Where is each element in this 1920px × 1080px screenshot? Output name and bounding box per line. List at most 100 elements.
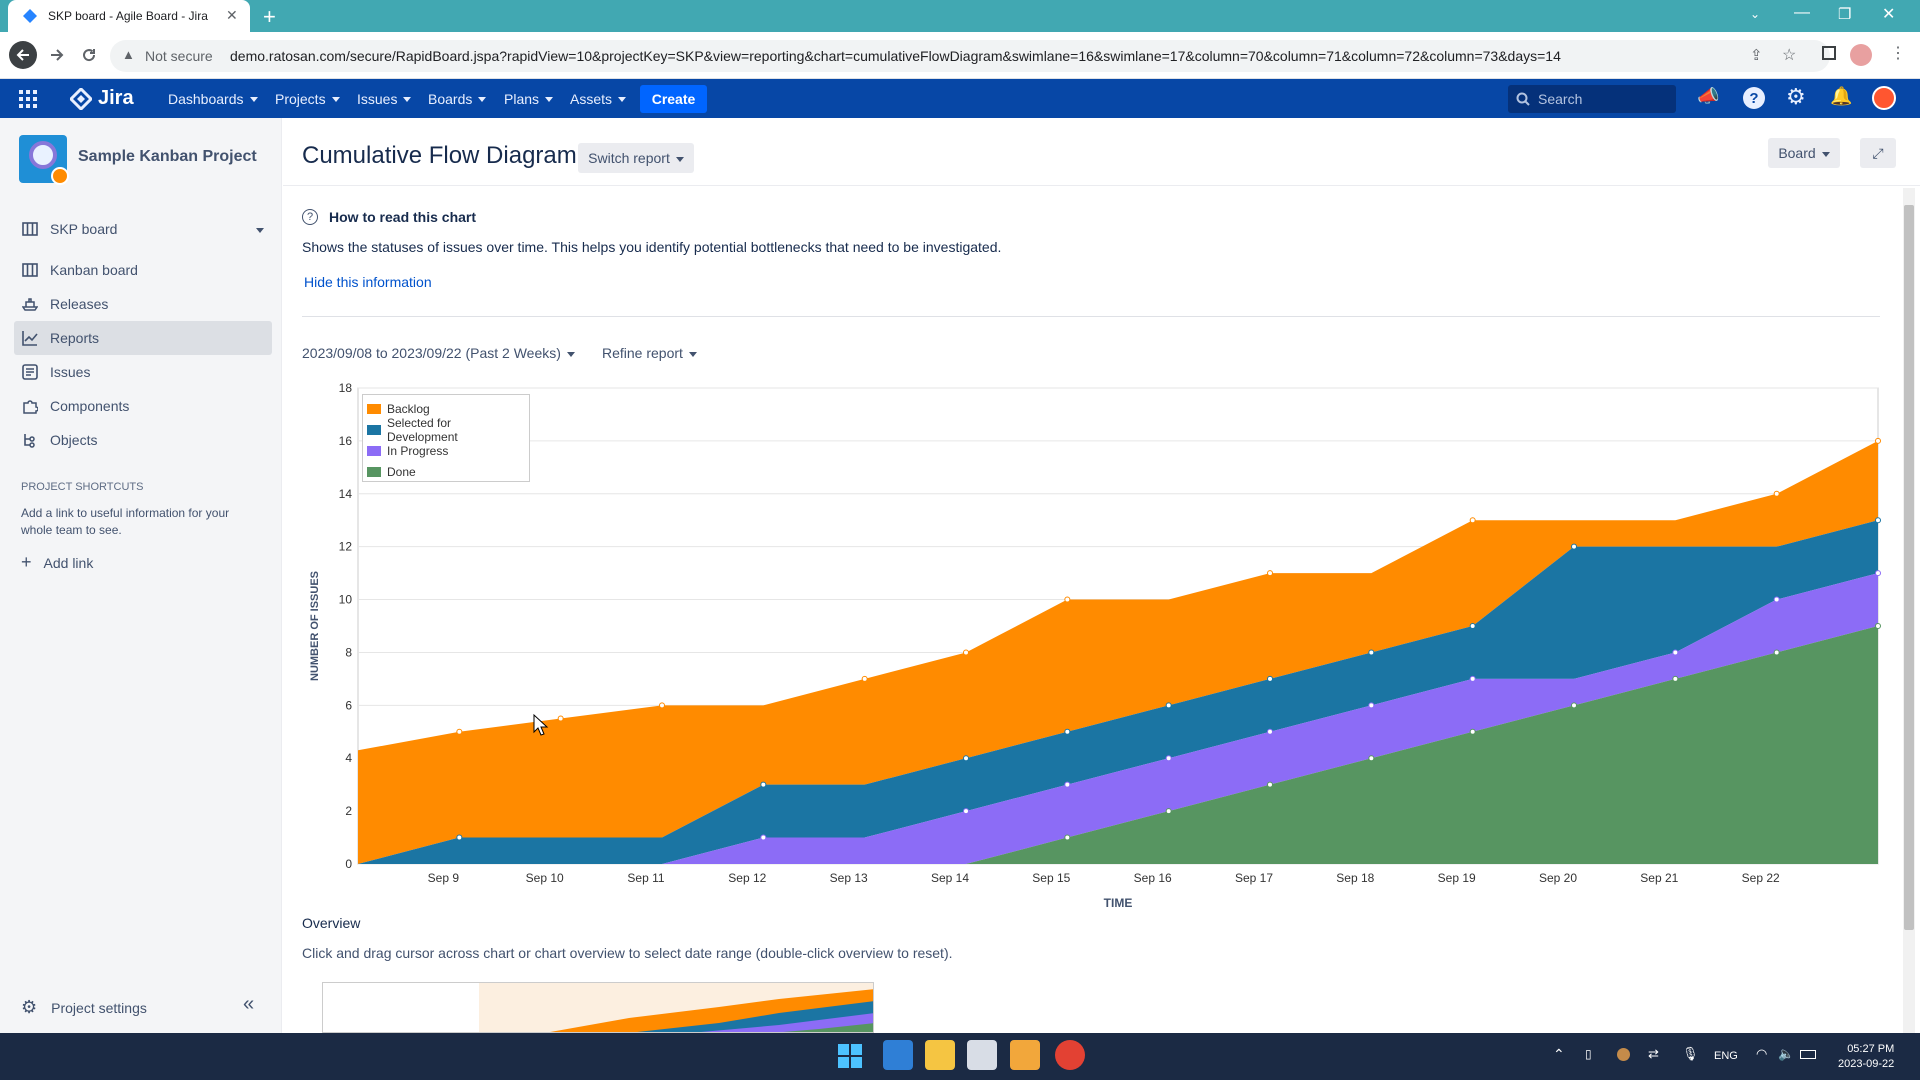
- chart-overview[interactable]: [322, 982, 874, 1033]
- board-icon: [22, 222, 38, 236]
- data-point: [760, 834, 767, 841]
- info-divider: [302, 316, 1880, 317]
- search-input[interactable]: Search: [1508, 85, 1676, 113]
- legend-item-backlog[interactable]: Backlog: [367, 398, 525, 419]
- profile-avatar[interactable]: [1850, 44, 1872, 66]
- legend-label: Backlog: [387, 401, 430, 416]
- sidebar-item-issues[interactable]: Issues: [14, 355, 272, 389]
- date-range-label: 2023/09/08 to 2023/09/22 (Past 2 Weeks): [302, 345, 561, 361]
- cumulative-flow-chart[interactable]: 0 2 4 6 8 10 12 14 16 18 Sep 9 Sep 10 Sep 11 Sep 12 Se…: [300, 375, 1890, 915]
- sidebar-item-label: Objects: [50, 432, 98, 448]
- create-button[interactable]: Create: [640, 85, 707, 113]
- minimize-button[interactable]: —: [1794, 4, 1810, 21]
- overview-description: Click and drag cursor across chart or ch…: [302, 945, 953, 961]
- main-scrollbar-thumb[interactable]: [1904, 205, 1914, 930]
- refine-report-dropdown[interactable]: Refine report: [602, 345, 697, 361]
- legend-item-selected[interactable]: Selected for Development: [367, 416, 525, 444]
- taskbar-chart-app-icon[interactable]: [1010, 1040, 1040, 1070]
- sidebar-item-releases[interactable]: Releases: [14, 287, 272, 321]
- data-point: [1875, 517, 1881, 524]
- data-point: [760, 781, 767, 788]
- date-range-dropdown[interactable]: 2023/09/08 to 2023/09/22 (Past 2 Weeks): [302, 345, 575, 361]
- chevron-down-icon: [478, 97, 487, 102]
- sidebar-item-label: Releases: [50, 296, 109, 312]
- tray-network-icon[interactable]: ⇄: [1648, 1046, 1659, 1061]
- language-indicator[interactable]: ENG: [1714, 1050, 1738, 1062]
- collapse-sidebar-icon[interactable]: «: [243, 993, 255, 1015]
- board-dropdown[interactable]: Board: [1768, 138, 1840, 168]
- project-name[interactable]: Sample Kanban Project: [78, 148, 257, 165]
- reload-button[interactable]: [75, 41, 103, 69]
- taskbar-cube-icon[interactable]: [967, 1040, 997, 1070]
- data-point: [1267, 675, 1273, 682]
- nav-boards[interactable]: Boards: [428, 79, 487, 118]
- notifications-megaphone-icon[interactable]: 📣: [1697, 86, 1720, 106]
- chrome-icon[interactable]: [1055, 1040, 1085, 1070]
- close-window-button[interactable]: ✕: [1882, 6, 1896, 23]
- project-avatar[interactable]: [19, 135, 69, 185]
- user-avatar[interactable]: [1872, 86, 1896, 110]
- maximize-button[interactable]: ❐: [1838, 6, 1852, 23]
- tray-mic-icon[interactable]: 🎙: [1682, 1046, 1699, 1061]
- y-tick-label: 18: [339, 381, 353, 395]
- file-explorer-icon[interactable]: [925, 1040, 955, 1070]
- browser-menu-icon[interactable]: ⋮: [1890, 45, 1906, 62]
- settings-gear-icon[interactable]: ⚙: [1786, 84, 1806, 109]
- app-switcher-icon[interactable]: [19, 90, 37, 108]
- chevron-down-icon: [256, 227, 264, 233]
- share-icon[interactable]: ⇪: [1750, 47, 1763, 64]
- add-link-button[interactable]: + Add link: [21, 552, 93, 573]
- legend-item-in-progress[interactable]: In Progress: [367, 440, 525, 461]
- legend-item-done[interactable]: Done: [367, 461, 525, 482]
- tab-close-icon[interactable]: ✕: [226, 7, 238, 23]
- taskbar-app-icon[interactable]: [883, 1040, 913, 1070]
- sidebar-item-kanban-board[interactable]: Kanban board: [14, 253, 272, 287]
- volume-icon[interactable]: 🔈: [1778, 1046, 1795, 1061]
- nav-assets[interactable]: Assets: [570, 79, 627, 118]
- side-panel-icon[interactable]: [1822, 46, 1836, 60]
- tray-up-arrow-icon[interactable]: ⌃: [1553, 1046, 1565, 1062]
- y-tick-label: 0: [345, 857, 352, 871]
- nav-issues[interactable]: Issues: [357, 79, 412, 118]
- legend-swatch: [367, 424, 381, 435]
- back-button[interactable]: [9, 41, 37, 69]
- chart-legend: Backlog Selected for Development In Prog…: [362, 394, 530, 482]
- new-tab-button[interactable]: +: [263, 4, 276, 29]
- nav-dashboards[interactable]: Dashboards: [168, 79, 258, 118]
- browser-tab[interactable]: SKP board - Agile Board - Jira ✕: [8, 0, 250, 32]
- project-shortcuts-description: Add a link to useful information for you…: [21, 506, 230, 537]
- tab-search-icon[interactable]: ⌄: [1750, 7, 1761, 21]
- sidebar-board-selector[interactable]: SKP board: [14, 212, 272, 246]
- nav-plans[interactable]: Plans: [504, 79, 554, 118]
- help-icon[interactable]: ?: [1743, 87, 1765, 109]
- data-point: [1773, 596, 1780, 603]
- sidebar-item-reports[interactable]: Reports: [14, 321, 272, 355]
- data-point: [456, 728, 463, 735]
- fullscreen-button[interactable]: ⤢: [1860, 138, 1896, 168]
- address-bar[interactable]: ▲ Not secure demo.ratosan.com/secure/Rap…: [110, 40, 1830, 72]
- x-tick-label: Sep 21: [1640, 871, 1678, 885]
- sidebar-item-components[interactable]: Components: [14, 389, 272, 423]
- switch-report-dropdown[interactable]: Switch report: [578, 143, 694, 173]
- url-text[interactable]: demo.ratosan.com/secure/RapidBoard.jspa?…: [230, 48, 1561, 64]
- sidebar-item-objects[interactable]: Objects: [14, 423, 272, 457]
- chevron-down-icon: [675, 156, 684, 162]
- chevron-down-icon: [331, 97, 340, 102]
- wifi-icon[interactable]: ◠: [1756, 1046, 1768, 1061]
- clock-time: 05:27 PM: [1847, 1043, 1895, 1055]
- tray-app-icon[interactable]: [1617, 1048, 1630, 1061]
- nav-projects[interactable]: Projects: [275, 79, 340, 118]
- jira-tab-icon: [22, 8, 38, 24]
- jira-logo[interactable]: Jira: [70, 87, 134, 110]
- system-clock[interactable]: 05:27 PM 2023-09-22: [1838, 1042, 1894, 1072]
- hide-info-link[interactable]: Hide this information: [304, 274, 432, 290]
- tray-battery-icon[interactable]: ▯: [1585, 1047, 1592, 1061]
- bell-icon[interactable]: 🔔: [1830, 86, 1853, 106]
- project-settings-link[interactable]: ⚙ Project settings: [21, 997, 147, 1018]
- data-point: [963, 808, 969, 815]
- area-selected-for-development: [358, 520, 1878, 864]
- windows-start-icon[interactable]: [838, 1044, 862, 1068]
- forward-button[interactable]: [43, 41, 71, 69]
- bookmark-star-icon[interactable]: ☆: [1782, 47, 1797, 64]
- battery-icon[interactable]: [1800, 1050, 1816, 1059]
